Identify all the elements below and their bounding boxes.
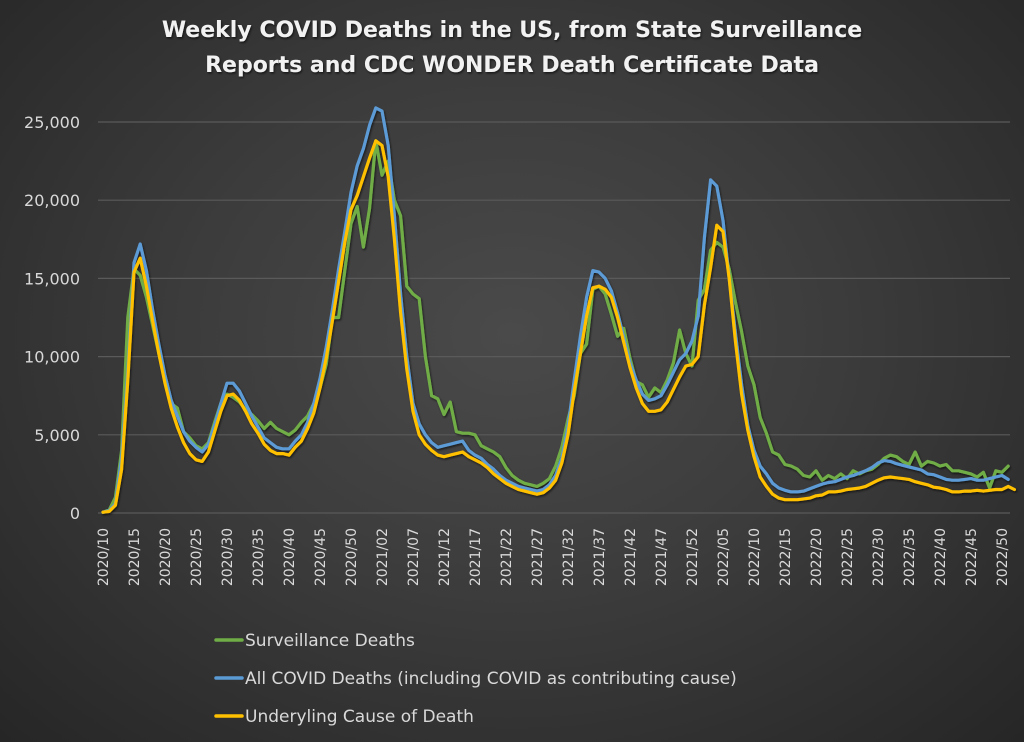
- x-tick-label: 2022/50: [995, 528, 1011, 586]
- legend-label: Surveillance Deaths: [245, 631, 415, 651]
- series-lines: [101, 106, 1017, 514]
- x-tick-label: 2021/42: [623, 528, 639, 586]
- y-tick-label: 25,000: [24, 113, 80, 132]
- x-tick-label: 2022/45: [964, 528, 980, 586]
- legend-item-underlying: Underyling Cause of Death: [214, 707, 474, 727]
- x-tick-label: 2021/17: [468, 528, 484, 586]
- x-tick-label: 2022/20: [809, 528, 825, 586]
- x-tick-label: 2020/45: [313, 528, 329, 586]
- x-tick-label: 2022/05: [716, 528, 732, 586]
- x-tick-label: 2022/30: [871, 528, 887, 586]
- x-tick-label: 2020/40: [282, 528, 298, 586]
- x-tick-label: 2022/35: [902, 528, 918, 586]
- x-tick-label: 2021/07: [406, 528, 422, 586]
- x-tick-label: 2021/52: [685, 528, 701, 586]
- y-tick-label: 20,000: [24, 191, 80, 210]
- legend-item-all-covid: All COVID Deaths (including COVID as con…: [214, 669, 737, 689]
- series-line-surveillance: [101, 139, 1010, 514]
- x-tick-label: 2020/30: [220, 528, 236, 586]
- x-tick-label: 2022/10: [747, 528, 763, 586]
- x-tick-label: 2020/20: [158, 528, 174, 586]
- x-tick-label: 2021/32: [561, 528, 577, 586]
- series-line-all-covid: [101, 106, 1010, 514]
- y-tick-label: 10,000: [24, 348, 80, 367]
- x-tick-label: 2021/12: [437, 528, 453, 586]
- x-tick-label: 2020/15: [127, 528, 143, 586]
- x-tick-label: 2020/25: [189, 528, 205, 586]
- y-axis-ticks: 0 5,000 10,000 15,000 20,000 25,000: [24, 113, 80, 523]
- x-tick-label: 2021/02: [375, 528, 391, 586]
- legend: Surveillance Deaths All COVID Deaths (in…: [214, 631, 737, 727]
- x-tick-label: 2021/27: [530, 528, 546, 586]
- y-tick-label: 0: [70, 504, 80, 523]
- legend-label: Underyling Cause of Death: [245, 707, 474, 727]
- x-tick-label: 2021/22: [499, 528, 515, 586]
- legend-label: All COVID Deaths (including COVID as con…: [245, 669, 737, 689]
- x-tick-label: 2020/50: [344, 528, 360, 586]
- x-tick-label: 2020/10: [96, 528, 112, 586]
- series-line-underlying-cause: [101, 139, 1017, 514]
- x-tick-label: 2022/25: [840, 528, 856, 586]
- x-tick-label: 2021/37: [592, 528, 608, 586]
- x-tick-label: 2021/47: [654, 528, 670, 586]
- legend-item-surveillance: Surveillance Deaths: [214, 631, 415, 651]
- y-tick-label: 5,000: [34, 426, 80, 445]
- x-tick-label: 2022/40: [933, 528, 949, 586]
- y-tick-label: 15,000: [24, 269, 80, 288]
- gridlines: [98, 121, 1010, 514]
- chart-title-line-2: Reports and CDC WONDER Death Certificate…: [205, 53, 819, 78]
- x-axis-ticks: 2020/10 2020/15 2020/20 2020/25 2020/30 2020/…: [96, 528, 1011, 586]
- x-tick-label: 2020/35: [251, 528, 267, 586]
- chart-title-line-1: Weekly COVID Deaths in the US, from Stat…: [162, 18, 862, 43]
- x-tick-label: 2022/15: [778, 528, 794, 586]
